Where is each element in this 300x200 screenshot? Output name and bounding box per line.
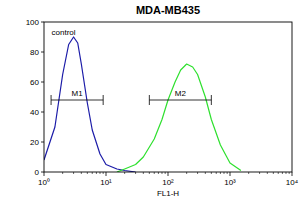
x-tick-label: 10⁰ <box>38 178 50 187</box>
gate: M2 <box>149 89 211 105</box>
gate: M1 <box>51 89 103 105</box>
x-tick <box>230 172 231 176</box>
y-tick-label: 0 <box>35 168 40 177</box>
y-tick-label: 40 <box>30 108 39 117</box>
y-tick-label: 60 <box>30 78 39 87</box>
plot-data <box>44 37 241 172</box>
gate-end <box>149 95 150 105</box>
x-tick-label: 10³ <box>224 178 236 187</box>
y-tick-label: 100 <box>26 18 40 27</box>
x-tick-label: 10² <box>162 178 174 187</box>
x-tick-label: 10¹ <box>100 178 112 187</box>
x-tick <box>44 172 45 176</box>
y-tick-label: 20 <box>30 138 39 147</box>
gate-end <box>51 95 52 105</box>
x-tick <box>292 172 293 176</box>
plot-frame <box>44 22 292 172</box>
gate-bar <box>149 100 211 101</box>
gate-bar <box>51 100 103 101</box>
histogram-line <box>117 64 241 172</box>
x-tick <box>168 172 169 176</box>
gate-end <box>211 95 212 105</box>
gate-label: M1 <box>72 89 84 98</box>
x-tick-label: 10⁴ <box>286 178 299 187</box>
title: MDA-MB435 <box>136 4 200 16</box>
y-tick-label: 80 <box>30 48 39 57</box>
x-axis-title: FL1-H <box>157 189 179 198</box>
series-label: control <box>52 28 76 37</box>
chart: MDA-MB435 0 20 40 60 80 100 10⁰ 10¹ 10² 10³ 10⁴ FL1-… <box>0 0 300 200</box>
x-tick <box>106 172 107 176</box>
histogram-line <box>44 37 136 172</box>
gate-end <box>103 95 104 105</box>
gate-label: M2 <box>175 89 187 98</box>
